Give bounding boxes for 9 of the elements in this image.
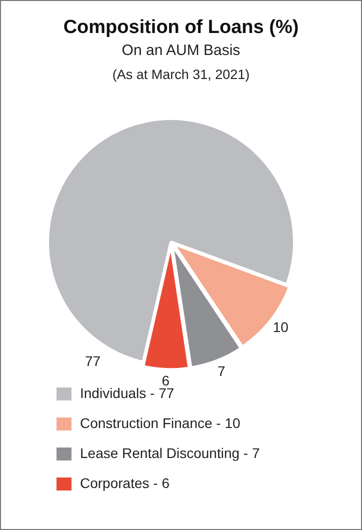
chart-subtitle: On an AUM Basis	[120, 42, 242, 59]
data-label: 7	[218, 362, 226, 379]
data-label: 77	[84, 353, 101, 370]
legend-label: Corporates - 6	[80, 474, 170, 491]
legend-label: Construction Finance - 10	[80, 414, 241, 431]
data-label: 10	[272, 319, 289, 336]
legend-label: Lease Rental Discounting - 7	[80, 444, 260, 461]
chart-title: Composition of Loans (%)	[62, 17, 300, 39]
text: (As at March 31, 2021)	[111, 67, 251, 82]
